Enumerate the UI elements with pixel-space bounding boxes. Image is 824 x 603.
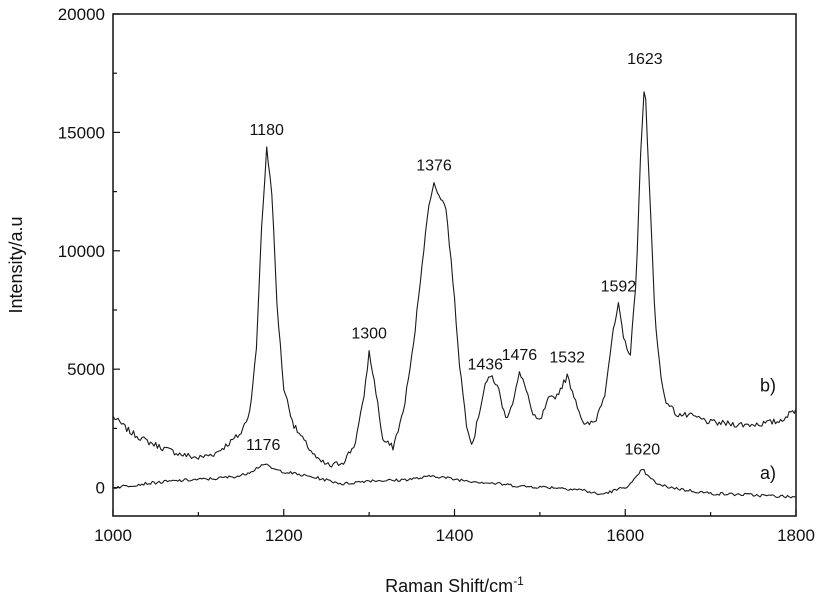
series-label-b: b) [760,375,776,395]
peak-label: 1300 [351,326,387,343]
peak-label: 1176 [246,437,281,454]
peak-label: 1180 [249,122,284,139]
series-label-a: a) [760,463,776,483]
peak-label: 1376 [416,157,452,174]
plot-area-border [112,13,797,517]
y-axis-title: Intensity/a.u [6,216,26,313]
series-line-b [112,91,797,468]
x-tick-label: 1600 [606,526,644,545]
x-tick-label: 1000 [94,526,132,545]
peak-label: 1620 [625,442,661,459]
y-tick-label: 15000 [58,123,105,142]
x-tick-label: 1400 [436,526,474,545]
series-line-a [112,463,797,499]
y-tick-label: 10000 [58,242,105,261]
peak-label: 1592 [601,278,637,295]
x-tick-label: 1800 [777,526,815,545]
plot-frame [112,13,797,517]
x-axis-title-main: Raman Shift/cm [385,576,513,596]
x-tick-label: 1200 [265,526,303,545]
peak-label: 1436 [467,356,503,373]
peak-label: 1623 [627,51,663,68]
x-axis-title: Raman Shift/cm-1 [385,574,524,596]
series-labels: b) a) [760,375,776,483]
peak-label: 1532 [549,349,585,366]
y-tick-label: 5000 [67,360,105,379]
axis-ticks [112,13,797,516]
axis-tick-labels: 1000 1200 1400 1600 1800 0 5000 10000 15000 20000 [58,5,815,545]
y-tick-label: 0 [96,479,105,498]
y-tick-label: 20000 [58,5,105,24]
peak-label: 1476 [502,347,538,364]
x-axis-title-superscript: -1 [513,574,524,588]
series-lines [112,91,797,499]
